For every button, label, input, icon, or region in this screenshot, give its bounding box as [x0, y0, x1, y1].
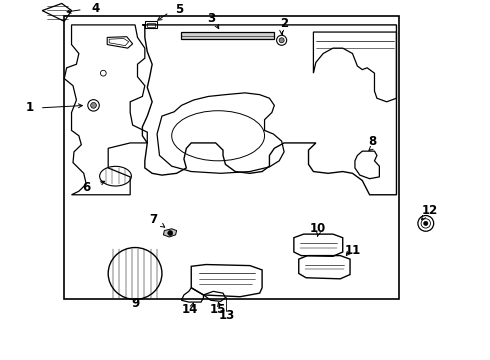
Polygon shape — [163, 229, 176, 237]
Text: 14: 14 — [182, 303, 198, 316]
Text: 10: 10 — [310, 222, 326, 235]
Text: 13: 13 — [219, 309, 235, 322]
Text: 12: 12 — [421, 204, 438, 217]
Text: 11: 11 — [344, 244, 361, 257]
Circle shape — [424, 221, 428, 226]
Polygon shape — [181, 32, 274, 39]
Circle shape — [168, 230, 173, 235]
Text: 15: 15 — [210, 303, 226, 316]
Circle shape — [91, 103, 97, 108]
Text: 9: 9 — [131, 297, 139, 310]
Text: 7: 7 — [149, 213, 157, 226]
Circle shape — [279, 38, 284, 43]
Text: 3: 3 — [207, 12, 215, 25]
Text: 5: 5 — [175, 3, 183, 16]
Text: 8: 8 — [368, 135, 376, 148]
Text: 6: 6 — [82, 181, 90, 194]
Text: 4: 4 — [92, 2, 100, 15]
Text: 1: 1 — [26, 102, 34, 114]
Bar — [64, 16, 399, 298]
Text: 2: 2 — [280, 17, 288, 30]
